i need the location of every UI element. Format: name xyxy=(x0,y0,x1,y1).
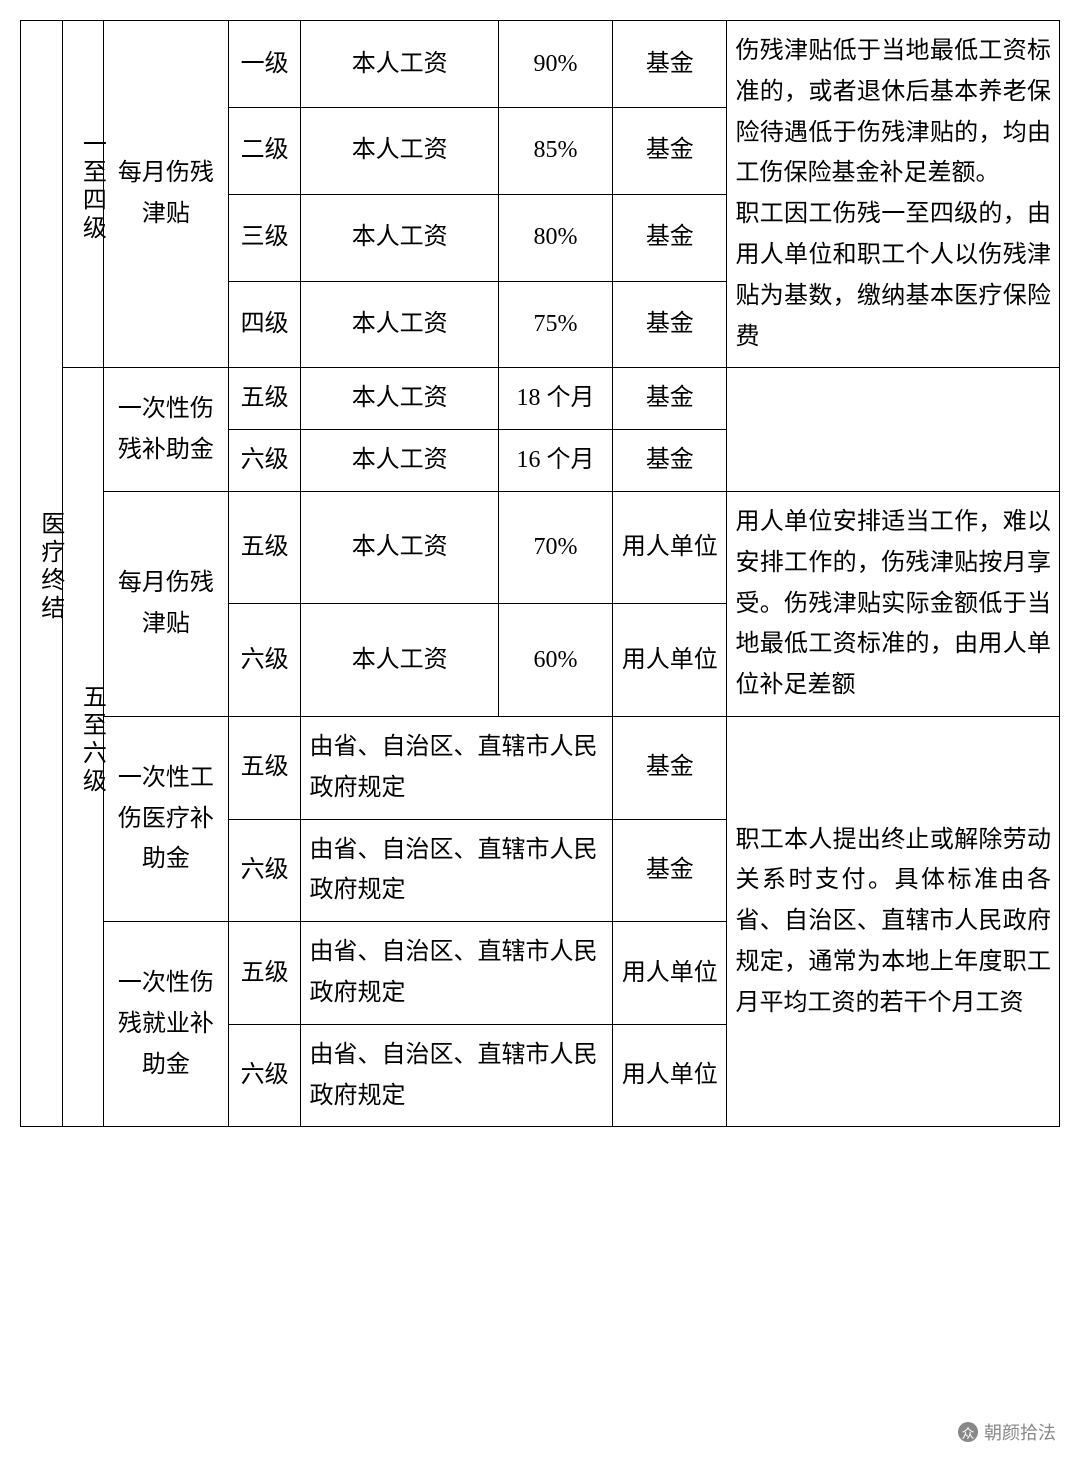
row-header-range-label: 一至四级 xyxy=(71,131,112,243)
category-cell: 一次性伤残补助金 xyxy=(104,368,229,492)
rate-cell: 70% xyxy=(498,491,612,603)
rate-cell: 60% xyxy=(498,604,612,717)
basis-cell: 本人工资 xyxy=(301,368,498,430)
level-cell: 三级 xyxy=(228,194,301,281)
table-row: 每月伤残津贴 五级 本人工资 70% 用人单位 用人单位安排适当工作，难以安排工… xyxy=(21,491,1060,603)
level-cell: 五级 xyxy=(228,491,301,603)
level-cell: 六级 xyxy=(228,1024,301,1127)
basis-merged-cell: 由省、自治区、直辖市人民政府规定 xyxy=(301,1024,613,1127)
basis-cell: 本人工资 xyxy=(301,491,498,603)
note-cell: 伤残津贴低于当地最低工资标准的，或者退休后基本养老保险待遇低于伤残津贴的，均由工… xyxy=(727,21,1060,368)
level-cell: 五级 xyxy=(228,922,301,1025)
compensation-table: 医疗终结 一至四级 每月伤残津贴 一级 本人工资 90% 基金 伤残津贴低于当地… xyxy=(20,20,1060,1127)
watermark: 众 朝颜拾法 xyxy=(958,1419,1056,1445)
basis-cell: 本人工资 xyxy=(301,281,498,368)
payer-cell: 用人单位 xyxy=(613,922,727,1025)
row-header-range: 一至四级 xyxy=(62,21,104,368)
payer-cell: 用人单位 xyxy=(613,604,727,717)
basis-merged-cell: 由省、自治区、直辖市人民政府规定 xyxy=(301,716,613,819)
rate-cell: 16 个月 xyxy=(498,430,612,492)
rate-cell: 18 个月 xyxy=(498,368,612,430)
wechat-icon: 众 xyxy=(958,1422,978,1442)
rate-cell: 80% xyxy=(498,194,612,281)
level-cell: 六级 xyxy=(228,604,301,717)
level-cell: 四级 xyxy=(228,281,301,368)
row-header-main-label: 医疗终结 xyxy=(29,511,70,623)
payer-cell: 用人单位 xyxy=(613,1024,727,1127)
note-cell xyxy=(727,368,1060,492)
level-cell: 五级 xyxy=(228,368,301,430)
category-cell: 每月伤残津贴 xyxy=(104,21,229,368)
payer-cell: 基金 xyxy=(613,430,727,492)
rate-cell: 85% xyxy=(498,107,612,194)
row-header-range: 五至六级 xyxy=(62,368,104,1127)
rate-cell: 75% xyxy=(498,281,612,368)
category-cell: 一次性伤残就业补助金 xyxy=(104,922,229,1127)
basis-cell: 本人工资 xyxy=(301,107,498,194)
row-header-main: 医疗终结 xyxy=(21,21,63,1127)
note-cell: 用人单位安排适当工作，难以安排工作的，伤残津贴按月享受。伤残津贴实际金额低于当地… xyxy=(727,491,1060,716)
level-cell: 五级 xyxy=(228,716,301,819)
basis-cell: 本人工资 xyxy=(301,194,498,281)
basis-merged-cell: 由省、自治区、直辖市人民政府规定 xyxy=(301,922,613,1025)
level-cell: 六级 xyxy=(228,819,301,922)
watermark-text: 朝颜拾法 xyxy=(984,1419,1056,1445)
payer-cell: 用人单位 xyxy=(613,491,727,603)
basis-cell: 本人工资 xyxy=(301,430,498,492)
payer-cell: 基金 xyxy=(613,107,727,194)
payer-cell: 基金 xyxy=(613,194,727,281)
category-cell: 一次性工伤医疗补助金 xyxy=(104,716,229,921)
payer-cell: 基金 xyxy=(613,819,727,922)
table-row: 医疗终结 一至四级 每月伤残津贴 一级 本人工资 90% 基金 伤残津贴低于当地… xyxy=(21,21,1060,108)
note-cell: 职工本人提出终止或解除劳动关系时支付。具体标准由各省、自治区、直辖市人民政府规定… xyxy=(727,716,1060,1126)
basis-cell: 本人工资 xyxy=(301,21,498,108)
basis-merged-cell: 由省、自治区、直辖市人民政府规定 xyxy=(301,819,613,922)
rate-cell: 90% xyxy=(498,21,612,108)
category-cell: 每月伤残津贴 xyxy=(104,491,229,716)
table-row: 一次性工伤医疗补助金 五级 由省、自治区、直辖市人民政府规定 基金 职工本人提出… xyxy=(21,716,1060,819)
level-cell: 一级 xyxy=(228,21,301,108)
level-cell: 二级 xyxy=(228,107,301,194)
table-row: 五至六级 一次性伤残补助金 五级 本人工资 18 个月 基金 xyxy=(21,368,1060,430)
payer-cell: 基金 xyxy=(613,716,727,819)
payer-cell: 基金 xyxy=(613,281,727,368)
row-header-range-label: 五至六级 xyxy=(71,684,112,796)
payer-cell: 基金 xyxy=(613,21,727,108)
payer-cell: 基金 xyxy=(613,368,727,430)
level-cell: 六级 xyxy=(228,430,301,492)
basis-cell: 本人工资 xyxy=(301,604,498,717)
